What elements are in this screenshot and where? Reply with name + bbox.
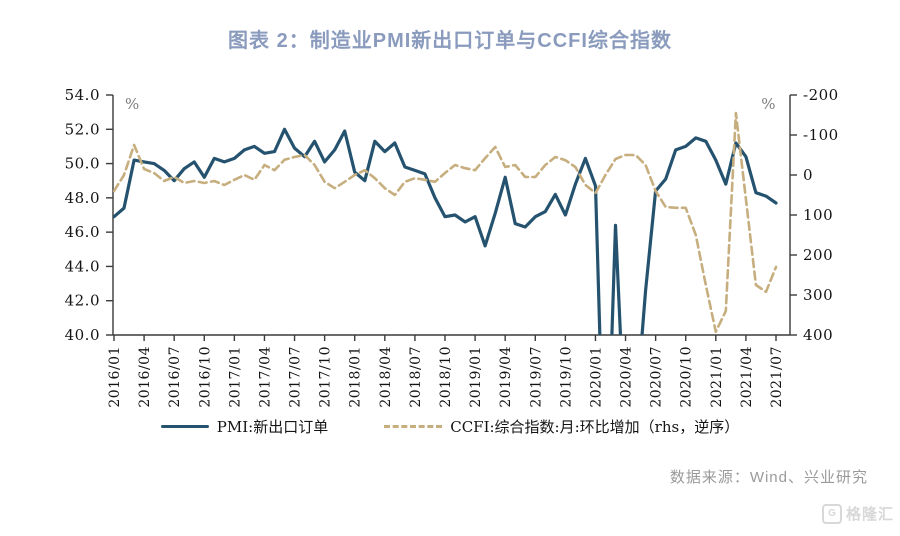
svg-text:2018/01: 2018/01 bbox=[348, 346, 364, 408]
left-axis-labels: 54.0 52.0 50.0 48.0 46.0 44.0 42.0 40.0% bbox=[65, 86, 140, 344]
chart-title: 图表 2：制造业PMI新出口订单与CCFI综合指数 bbox=[228, 30, 672, 52]
svg-text:2017/04: 2017/04 bbox=[257, 346, 273, 408]
svg-text:-200: -200 bbox=[803, 86, 839, 104]
svg-text:54.0: 54.0 bbox=[65, 86, 100, 104]
svg-text:2016/10: 2016/10 bbox=[197, 346, 213, 408]
svg-text:-100: -100 bbox=[803, 126, 839, 144]
svg-text:2017/07: 2017/07 bbox=[288, 346, 304, 408]
data-source-note: 数据来源：Wind、兴业研究 bbox=[669, 469, 868, 486]
svg-text:0: 0 bbox=[803, 166, 813, 184]
svg-text:2017/10: 2017/10 bbox=[318, 346, 334, 408]
svg-text:2019/07: 2019/07 bbox=[528, 346, 544, 408]
svg-text:2021/07: 2021/07 bbox=[769, 346, 785, 408]
svg-text:2018/07: 2018/07 bbox=[408, 346, 424, 408]
svg-text:2018/10: 2018/10 bbox=[438, 346, 454, 408]
svg-text:44.0: 44.0 bbox=[65, 257, 100, 275]
svg-text:%: % bbox=[761, 95, 776, 113]
svg-text:100: 100 bbox=[803, 206, 833, 224]
legend-label-pmi: PMI:新出口订单 bbox=[216, 418, 329, 436]
svg-text:48.0: 48.0 bbox=[65, 189, 100, 207]
gelonghui-logo-text: 格隆汇 bbox=[845, 506, 894, 523]
gelonghui-logo-icon: G bbox=[821, 503, 842, 524]
ccfi-line-swatch bbox=[384, 425, 443, 428]
svg-text:2016/04: 2016/04 bbox=[137, 346, 153, 408]
svg-text:50.0: 50.0 bbox=[65, 155, 100, 173]
svg-text:2020/10: 2020/10 bbox=[679, 346, 695, 408]
svg-text:300: 300 bbox=[803, 286, 833, 304]
site-watermark: G 格隆汇 bbox=[821, 503, 894, 524]
svg-text:400: 400 bbox=[803, 326, 833, 344]
svg-text:52.0: 52.0 bbox=[65, 120, 100, 138]
legend-label-ccfi: CCFI:综合指数:月:环比增加（rhs，逆序） bbox=[450, 418, 740, 436]
svg-text:2021/01: 2021/01 bbox=[709, 346, 725, 408]
svg-text:200: 200 bbox=[803, 246, 833, 264]
svg-text:2019/10: 2019/10 bbox=[558, 346, 574, 408]
svg-text:2017/01: 2017/01 bbox=[227, 346, 243, 408]
x-axis-labels: 2016/01 2016/04 2016/07 2016/10 2017/01 2017/… bbox=[107, 335, 785, 408]
svg-text:%: % bbox=[125, 95, 140, 113]
right-axis-labels: -200 -100 0 100 200 300 400% bbox=[761, 86, 838, 344]
ccfi-line bbox=[113, 111, 778, 334]
pmi-line-swatch bbox=[160, 425, 209, 428]
svg-text:2021/04: 2021/04 bbox=[739, 346, 755, 408]
chart-legend: PMI:新出口订单 CCFI:综合指数:月:环比增加（rhs，逆序） bbox=[0, 416, 900, 437]
svg-text:2019/01: 2019/01 bbox=[468, 346, 484, 408]
svg-text:2016/07: 2016/07 bbox=[167, 346, 183, 408]
svg-text:2020/01: 2020/01 bbox=[588, 346, 604, 408]
svg-text:2020/04: 2020/04 bbox=[619, 346, 635, 408]
svg-text:2020/07: 2020/07 bbox=[649, 346, 665, 408]
svg-text:46.0: 46.0 bbox=[65, 223, 100, 241]
svg-text:2019/04: 2019/04 bbox=[498, 346, 514, 408]
legend-item-pmi: PMI:新出口订单 bbox=[160, 416, 329, 437]
svg-text:2018/04: 2018/04 bbox=[378, 346, 394, 408]
svg-text:42.0: 42.0 bbox=[65, 292, 100, 310]
svg-text:40.0: 40.0 bbox=[65, 326, 100, 344]
pmi-line bbox=[113, 127, 778, 335]
svg-text:2016/01: 2016/01 bbox=[107, 346, 123, 408]
legend-item-ccfi: CCFI:综合指数:月:环比增加（rhs，逆序） bbox=[384, 416, 739, 437]
